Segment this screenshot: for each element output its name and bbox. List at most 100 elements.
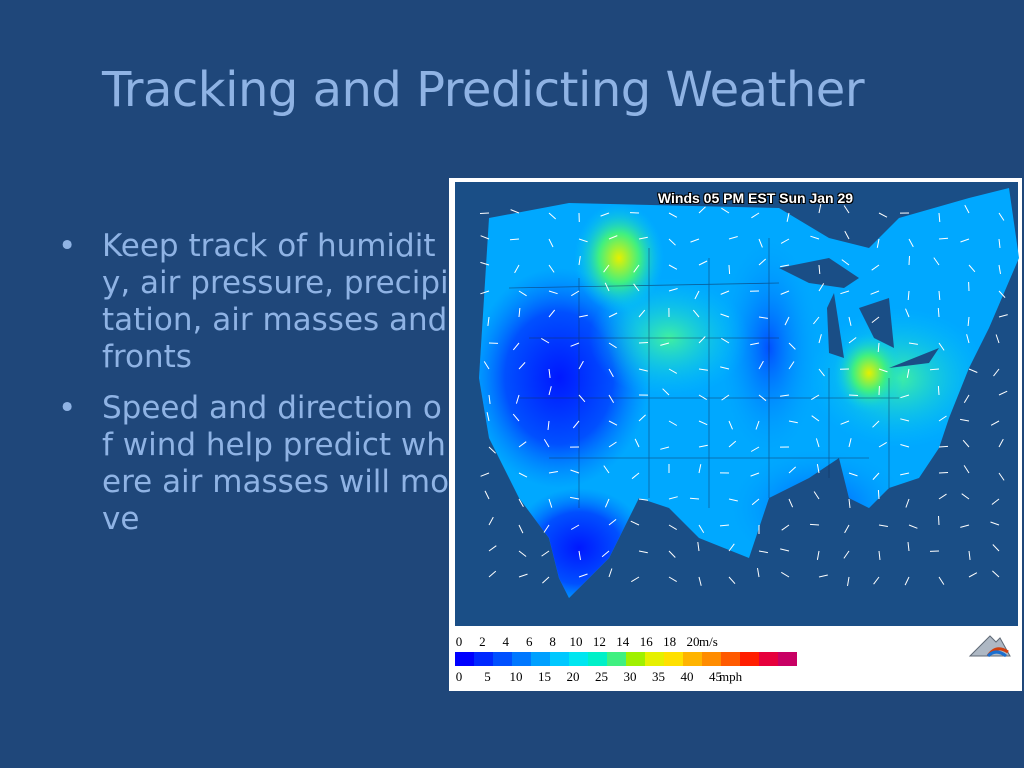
wind-arrow <box>872 420 880 428</box>
wind-arrow <box>631 472 640 480</box>
wind-arrow <box>938 212 941 223</box>
wind-arrow <box>480 472 490 477</box>
lake <box>859 298 894 348</box>
wind-arrow <box>938 237 949 240</box>
wind-arrow <box>900 444 910 448</box>
wind-arrow <box>813 491 820 500</box>
wind-arrow <box>998 290 1006 298</box>
wind-arrow <box>938 290 941 301</box>
wind-arrow <box>608 235 618 240</box>
wind-arrow <box>721 337 730 344</box>
legend-swatch <box>588 652 607 666</box>
wind-arrow <box>870 290 880 295</box>
wind-arrow <box>990 420 1000 426</box>
wind-arrow <box>844 230 850 240</box>
wind-arrow <box>668 576 677 583</box>
wind-arrow <box>698 260 708 266</box>
wind-arrow <box>968 264 976 273</box>
wind-arrow <box>848 337 857 344</box>
wind-arrow <box>878 368 888 373</box>
wind-arrow <box>758 258 767 266</box>
wind-arrow <box>962 439 970 448</box>
wind-arrow <box>548 368 551 378</box>
legend-swatch <box>702 652 721 666</box>
legend-tick-label: 15 <box>538 669 551 684</box>
wind-arrow <box>810 235 820 240</box>
legend-tick-label: 45 <box>709 669 722 684</box>
wind-arrow <box>512 342 520 351</box>
wind-arrow <box>698 336 706 344</box>
wind-arrow <box>992 570 1000 578</box>
wind-arrow <box>668 420 678 426</box>
wind-arrow <box>905 498 910 508</box>
wind-arrow <box>900 394 910 399</box>
wind-arrow <box>938 472 949 474</box>
wind-arrow <box>638 309 646 318</box>
legend-tick-label: 8 <box>549 634 556 649</box>
wind-arrow <box>811 394 820 401</box>
wind-arrow <box>668 368 678 374</box>
legend-tick-label: 40 <box>680 669 694 684</box>
wind-arrow <box>998 314 1008 318</box>
wind-arrow <box>518 498 524 508</box>
wind-arrow <box>786 212 790 222</box>
wind-arrow <box>578 256 581 266</box>
wind-arrow <box>907 290 910 301</box>
wind-arrow <box>488 394 491 404</box>
wind-arrow <box>998 212 1005 221</box>
wind-arrow <box>572 420 580 429</box>
wind-arrow <box>929 368 940 371</box>
wind-arrow <box>818 574 828 578</box>
wind-arrow <box>848 472 858 477</box>
legend-tick-label: 2 <box>479 634 486 649</box>
wind-arrow <box>541 550 550 557</box>
noaa-logo-icon <box>968 635 1011 658</box>
legend-tick-label: 20 <box>686 634 700 649</box>
wind-arrow <box>877 342 880 353</box>
wind-arrow <box>548 309 556 318</box>
wind-arrow <box>690 238 700 243</box>
wind-arrow <box>758 550 768 554</box>
wind-arrow <box>483 361 490 370</box>
wind-arrow <box>728 498 738 502</box>
legend-swatch <box>645 652 664 666</box>
legend-tick-label: 10 <box>569 634 583 649</box>
legend-swatch <box>626 652 645 666</box>
wind-arrows <box>479 204 1008 586</box>
wind-arrow <box>720 313 730 318</box>
wind-arrow <box>908 238 914 248</box>
wind-arrow <box>815 438 820 448</box>
wind-arrow <box>608 519 617 526</box>
wind-arrow <box>698 524 705 533</box>
wind-arrow <box>728 440 737 448</box>
wind-arrow <box>728 236 738 240</box>
legend-tick-label: 30 <box>623 669 637 684</box>
legend-tick-label: 35 <box>652 669 665 684</box>
wind-arrow <box>968 550 971 560</box>
wind-arrow <box>991 498 1000 505</box>
legend-swatch <box>759 652 778 666</box>
lake <box>779 258 859 288</box>
wind-arrow <box>480 261 490 266</box>
wind-arrow <box>608 368 614 378</box>
wind-arrow <box>728 543 735 552</box>
wind-arrow <box>543 524 550 533</box>
wind-arrow <box>788 342 796 350</box>
wind-arrow <box>780 548 790 552</box>
legend-swatch <box>531 652 550 666</box>
wind-arrow <box>548 238 554 248</box>
wind-arrow <box>904 576 910 586</box>
wind-arrow <box>488 516 494 526</box>
wind-arrow <box>843 550 850 559</box>
wind-arrow <box>668 550 676 558</box>
wind-arrow <box>728 576 736 585</box>
wind-arrow <box>960 238 970 243</box>
legend-swatch <box>664 652 683 666</box>
legend-tick-label: 16 <box>639 634 653 649</box>
wind-arrow <box>843 205 850 214</box>
wind-arrow <box>698 206 706 214</box>
wind-arrow <box>871 264 880 271</box>
wind-arrow <box>638 414 646 422</box>
wind-arrow <box>698 576 702 586</box>
wind-arrow <box>907 542 910 552</box>
